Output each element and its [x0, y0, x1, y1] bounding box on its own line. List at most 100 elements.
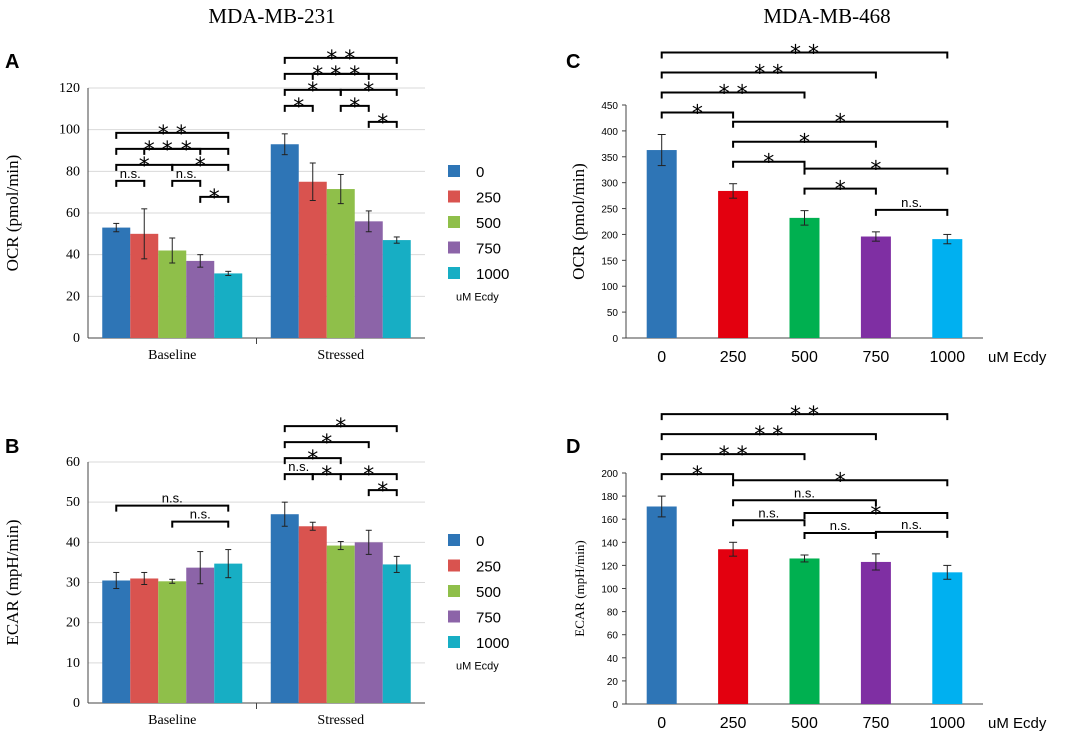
y-tick-label: 0 — [612, 700, 618, 711]
significance-label: * * — [754, 423, 783, 448]
x-category-label: 500 — [791, 349, 818, 366]
y-tick-label: 40 — [66, 248, 80, 263]
bar — [718, 549, 749, 704]
bar — [382, 564, 411, 703]
x-unit-label: uM Ecdy — [988, 349, 1047, 366]
significance-bracket — [660, 473, 735, 481]
y-tick-label: 250 — [601, 205, 618, 216]
significance-label: n.s. — [901, 517, 922, 532]
significance-label: n.s. — [830, 518, 851, 533]
significance-label: * — [209, 186, 220, 211]
significance-label: n.s. — [176, 166, 197, 181]
bar — [932, 572, 963, 704]
bar — [646, 150, 677, 338]
legend-swatch — [448, 165, 460, 177]
x-category-label: 0 — [657, 715, 666, 731]
bar — [214, 563, 243, 703]
bar — [646, 506, 677, 704]
significance-bracket — [339, 473, 398, 481]
significance-label: * — [349, 63, 360, 88]
significance-label: * — [307, 447, 318, 472]
column-title-right: MDA-MB-468 — [763, 4, 890, 28]
x-category-label: 500 — [791, 715, 818, 731]
significance-label: * * — [790, 42, 819, 67]
y-tick-label: 60 — [607, 631, 619, 642]
bar — [860, 561, 891, 704]
significance-label: * * — [719, 443, 748, 468]
bar — [354, 542, 383, 703]
significance-bracket — [803, 187, 877, 195]
x-category-label: Stressed — [317, 348, 364, 363]
significance-label: * — [692, 463, 703, 488]
panel-label: C — [566, 51, 580, 73]
significance-label: n.s. — [288, 459, 309, 474]
y-tick-label: 50 — [607, 308, 619, 319]
y-tick-label: 60 — [66, 206, 80, 221]
y-tick-label: 0 — [73, 696, 80, 711]
bar — [298, 181, 327, 338]
significance-bracket — [367, 120, 398, 128]
significance-label: * — [835, 469, 846, 494]
x-category-label: Baseline — [148, 713, 196, 728]
x-unit-label: uM Ecdy — [988, 715, 1047, 731]
legend-title: uM Ecdy — [456, 661, 499, 673]
legend-swatch — [448, 534, 460, 546]
bar — [718, 190, 749, 338]
legend-swatch — [448, 190, 460, 203]
significance-bracket — [283, 104, 314, 112]
significance-bracket — [660, 91, 806, 99]
legend-label: 1000 — [476, 635, 509, 652]
significance-bracket — [660, 413, 949, 421]
y-tick-label: 120 — [59, 81, 80, 96]
legend-label: 750 — [476, 610, 501, 627]
legend-swatch — [448, 241, 460, 254]
panel-label: D — [566, 436, 580, 458]
y-tick-label: 30 — [66, 576, 80, 591]
significance-label: * — [349, 95, 360, 120]
significance-label: * — [870, 158, 881, 183]
y-tick-label: 400 — [601, 127, 618, 138]
y-tick-label: 100 — [59, 123, 80, 138]
significance-label: n.s. — [190, 507, 211, 522]
y-axis-label: ECAR (mpH/min) — [3, 519, 22, 645]
significance-label: * — [835, 178, 846, 203]
bar — [326, 189, 355, 338]
significance-bracket — [874, 208, 949, 216]
y-tick-label: 80 — [66, 164, 80, 179]
y-tick-label: 160 — [601, 515, 618, 526]
y-tick-label: 0 — [612, 334, 618, 345]
panel-c: C 0 50 100 150 200 250 300 350 400 450 OCR (pmol/mi… — [566, 42, 1047, 366]
legend-swatch — [448, 585, 460, 597]
legend-swatch — [448, 216, 460, 228]
panel-a: A 0 20 40 60 80 100 120 OCR (pmol/min) Baseline St… — [3, 47, 509, 363]
x-category-label: 1000 — [930, 349, 966, 366]
significance-label: * — [321, 463, 332, 488]
significance-bracket — [283, 425, 398, 433]
x-category-label: Baseline — [148, 348, 196, 363]
significance-bracket — [171, 179, 202, 187]
legend-swatch — [448, 610, 460, 623]
significance-bracket — [803, 167, 949, 175]
bar — [270, 514, 299, 703]
significance-label: * — [363, 463, 374, 488]
y-tick-label: 200 — [601, 230, 618, 241]
significance-label: n.s. — [120, 166, 141, 181]
x-category-label: 0 — [657, 349, 666, 366]
y-tick-label: 120 — [601, 561, 618, 572]
bar — [382, 240, 411, 338]
significance-label: * * — [144, 138, 173, 163]
y-tick-label: 20 — [66, 616, 80, 631]
significance-label: * — [335, 415, 346, 440]
panel-b: B 0 10 20 30 40 50 60 ECAR (mpH/min) Baseline Stre… — [3, 415, 509, 728]
y-tick-label: 20 — [66, 289, 80, 304]
panel-label: A — [5, 51, 19, 73]
legend-label: 1000 — [476, 266, 509, 283]
y-tick-label: 40 — [607, 654, 619, 665]
significance-label: n.s. — [901, 195, 922, 210]
significance-label: * — [377, 111, 388, 136]
significance-label: * — [321, 431, 332, 456]
y-tick-label: 150 — [601, 256, 618, 267]
bar — [102, 580, 131, 703]
legend-label: 0 — [476, 533, 484, 550]
